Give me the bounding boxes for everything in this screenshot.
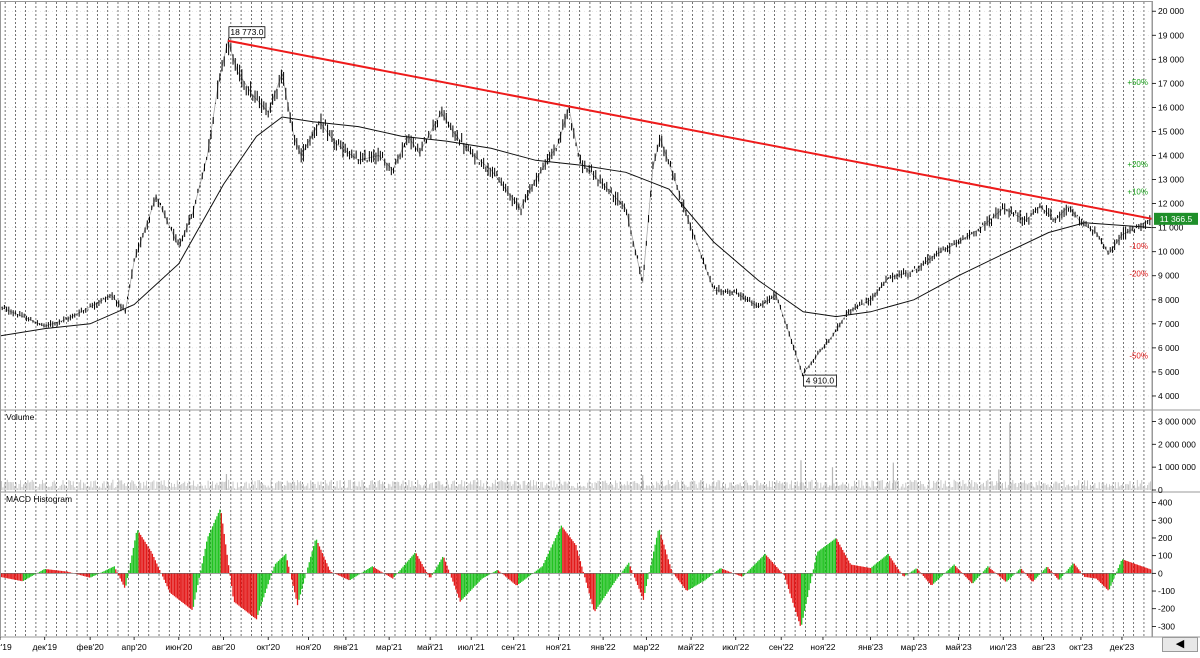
time-tick-label: дек'23 xyxy=(1110,642,1135,652)
price-panel: 18 773.0 4 910.0 +50% +20% +10% -10% -20% -50% xyxy=(0,26,1153,387)
time-tick-label: окт'19 xyxy=(0,642,12,652)
volume-tick-label: 0 xyxy=(1158,485,1163,495)
time-tick-label: сен'21 xyxy=(501,642,526,652)
time-tick-label: мар'22 xyxy=(633,642,660,652)
low-label-box xyxy=(803,374,837,387)
price-tick-label: 9 000 xyxy=(1158,271,1180,281)
price-tick-label: 5 000 xyxy=(1158,367,1180,377)
price-path-line xyxy=(0,39,1153,375)
macd-tick-label: 400 xyxy=(1158,498,1172,508)
percent-level-label: +50% xyxy=(1127,78,1148,87)
macd-tick-label: -200 xyxy=(1158,604,1175,614)
percent-level-label: -20% xyxy=(1129,270,1148,279)
time-tick-label: дек'19 xyxy=(32,642,57,652)
time-tick-label: мар'21 xyxy=(376,642,403,652)
price-tick-label: 17 000 xyxy=(1158,78,1184,88)
macd-tick-label: 100 xyxy=(1158,551,1172,561)
price-tick-label: 8 000 xyxy=(1158,295,1180,305)
time-tick-label: янв'22 xyxy=(591,642,616,652)
scroll-left-button[interactable]: ◀ xyxy=(1162,637,1198,652)
high-label: 18 773.0 xyxy=(230,27,263,37)
price-tick-label: 10 000 xyxy=(1158,247,1184,257)
time-tick-label: мар'23 xyxy=(901,642,928,652)
price-tick-label: 20 000 xyxy=(1158,6,1184,16)
macd-tick-label: -100 xyxy=(1158,586,1175,596)
price-tick-label: 15 000 xyxy=(1158,126,1184,136)
time-tick-label: ноя'21 xyxy=(546,642,571,652)
last-price-label: 11 366.5 xyxy=(1160,214,1193,224)
time-tick-label: фев'20 xyxy=(76,642,104,652)
price-tick-label: 13 000 xyxy=(1158,175,1184,185)
volume-tick-label: 1 000 000 xyxy=(1158,462,1196,472)
macd-tick-label: 300 xyxy=(1158,515,1172,525)
macd-tick-label: 200 xyxy=(1158,533,1172,543)
time-tick-label: июн'20 xyxy=(165,642,192,652)
volume-title: Volume xyxy=(6,412,35,422)
time-tick-label: авг'20 xyxy=(212,642,236,652)
volume-panel: Volume xyxy=(0,412,1153,490)
volume-bars xyxy=(0,422,1153,490)
time-tick-label: апр'20 xyxy=(122,642,147,652)
time-tick-label: июл'23 xyxy=(990,642,1017,652)
price-tick-label: 19 000 xyxy=(1158,30,1184,40)
moving-average-line xyxy=(0,116,1153,337)
price-tick-label: 16 000 xyxy=(1158,102,1184,112)
time-tick-label: июл'22 xyxy=(722,642,749,652)
price-tick-label: 12 000 xyxy=(1158,199,1184,209)
price-candles xyxy=(0,38,1153,377)
time-tick-label: янв'23 xyxy=(858,642,883,652)
trendline xyxy=(227,39,1153,220)
time-tick-label: май'22 xyxy=(678,642,705,652)
time-tick-label: ноя'22 xyxy=(810,642,835,652)
time-tick-label: ноя'20 xyxy=(296,642,321,652)
high-label-box xyxy=(228,26,266,39)
price-tick-label: 6 000 xyxy=(1158,343,1180,353)
time-tick-label: июл'21 xyxy=(458,642,485,652)
macd-title: MACD Histogram xyxy=(6,494,72,504)
price-tick-label: 7 000 xyxy=(1158,319,1180,329)
low-label: 4 910.0 xyxy=(806,376,835,386)
volume-tick-label: 3 000 000 xyxy=(1158,416,1196,426)
price-tick-label: 11 000 xyxy=(1158,223,1184,233)
time-tick-label: авг'23 xyxy=(1032,642,1056,652)
macd-tick-label: -300 xyxy=(1158,621,1175,631)
percent-level-label: +10% xyxy=(1127,188,1148,197)
volume-tick-label: 2 000 000 xyxy=(1158,439,1196,449)
macd-tick-label: 0 xyxy=(1158,568,1163,578)
price-tick-label: 14 000 xyxy=(1158,151,1184,161)
percent-level-label: +20% xyxy=(1127,160,1148,169)
time-tick-label: окт'20 xyxy=(256,642,280,652)
price-tick-label: 18 000 xyxy=(1158,54,1184,64)
time-tick-label: май'21 xyxy=(417,642,444,652)
macd-bars xyxy=(0,509,1153,626)
macd-panel: MACD Histogram xyxy=(0,494,1153,626)
time-tick-label: сен'22 xyxy=(769,642,794,652)
time-tick-label: окт'23 xyxy=(1069,642,1093,652)
percent-level-label: -10% xyxy=(1129,242,1148,251)
arrow-left-icon: ◀ xyxy=(1175,637,1185,650)
last-price-badge xyxy=(1154,212,1198,225)
time-tick-label: май'23 xyxy=(945,642,972,652)
time-tick-label: янв'21 xyxy=(333,642,358,652)
percent-level-label: -50% xyxy=(1129,352,1148,361)
price-tick-label: 4 000 xyxy=(1158,391,1180,401)
